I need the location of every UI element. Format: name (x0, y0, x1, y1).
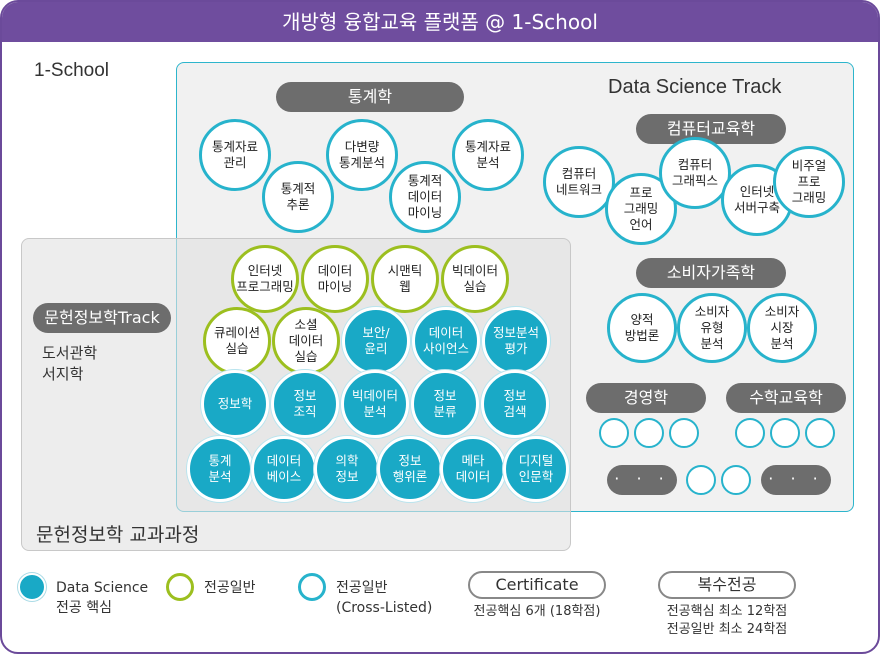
course-node[interactable]: 양적 방법론 (607, 293, 677, 363)
legend-cross-label: 전공일반 (Cross-Listed) (336, 580, 433, 616)
double-major-requirement: 전공핵심 최소 12학점 전공일반 최소 24학점 (666, 604, 788, 637)
course-node[interactable]: 통계자료 관리 (199, 119, 271, 191)
placeholder-node[interactable] (805, 418, 835, 448)
placeholder-node[interactable] (599, 418, 629, 448)
legend-major-swatch (166, 573, 194, 601)
course-node[interactable]: 빅데이터 실습 (441, 245, 509, 313)
course-node[interactable]: 정보 행위론 (377, 436, 443, 502)
course-node[interactable]: 통계 분석 (187, 436, 253, 502)
brand-label: 1-School (34, 60, 109, 81)
subject-library-science: 도서관학 (42, 344, 98, 362)
legend-cross-swatch (298, 573, 326, 601)
lis-track-pill[interactable]: 문헌정보학Track (33, 303, 171, 333)
course-node[interactable]: 소비자 시장 분석 (747, 293, 817, 363)
group-math-education[interactable]: 수학교육학 (726, 383, 846, 413)
certificate-badge[interactable]: Certificate (468, 571, 606, 599)
page-title: 개방형 융합교육 플랫폼 @ 1-School (2, 2, 878, 42)
course-node[interactable]: 정보 조직 (271, 370, 339, 438)
course-node[interactable]: 인터넷 프로그래밍 (231, 245, 299, 313)
data-science-track-title: Data Science Track (608, 76, 782, 98)
course-node[interactable]: 소셜 데이터 실습 (272, 307, 340, 375)
course-node[interactable]: 큐레이션 실습 (203, 307, 271, 375)
placeholder-node[interactable] (770, 418, 800, 448)
course-node[interactable]: 정보학 (201, 370, 269, 438)
course-node[interactable]: 보안/ 윤리 (342, 307, 410, 375)
legend-major-label: 전공일반 (204, 580, 256, 596)
course-node[interactable]: 컴퓨터 네트워크 (543, 146, 615, 218)
group-computer-education[interactable]: 컴퓨터교육학 (636, 114, 786, 144)
group-statistics[interactable]: 통계학 (276, 82, 464, 112)
lis-track-subjects: 도서관학 서지학 (42, 343, 97, 385)
course-node[interactable]: 통계자료 분석 (452, 119, 524, 191)
double-major-badge[interactable]: 복수전공 (658, 571, 796, 599)
course-node[interactable]: 데이터 사이언스 (412, 307, 480, 375)
course-node[interactable]: 비주얼 프로 그래밍 (773, 146, 845, 218)
placeholder-node[interactable] (686, 465, 716, 495)
course-node[interactable]: 정보 분류 (411, 370, 479, 438)
placeholder-node[interactable] (634, 418, 664, 448)
lis-curriculum-title: 문헌정보학 교과과정 (36, 524, 200, 546)
course-node[interactable]: 다변량 통계분석 (326, 119, 398, 191)
group-consumer-family[interactable]: 소비자가족학 (636, 258, 786, 288)
course-node[interactable]: 통계적 추론 (262, 161, 334, 233)
course-node[interactable]: 시맨틱 웹 (371, 245, 439, 313)
placeholder-node[interactable] (669, 418, 699, 448)
course-node[interactable]: 디지털 인문학 (503, 436, 569, 502)
subject-bibliography: 서지학 (42, 365, 84, 383)
course-node[interactable]: 의학 정보 (314, 436, 380, 502)
course-node[interactable]: 빅데이터 분석 (341, 370, 409, 438)
more-pill[interactable]: · · · (607, 465, 677, 495)
group-business[interactable]: 경영학 (586, 383, 706, 413)
legend-core-swatch (18, 573, 46, 601)
course-node[interactable]: 데이터 베이스 (251, 436, 317, 502)
legend-core-label: Data Science 전공 핵심 (56, 580, 149, 616)
course-node[interactable]: 컴퓨터 그래픽스 (659, 137, 731, 209)
more-pill[interactable]: · · · (761, 465, 831, 495)
course-node[interactable]: 메타 데이터 (440, 436, 506, 502)
course-node[interactable]: 통계적 데이터 마이닝 (389, 161, 461, 233)
placeholder-node[interactable] (721, 465, 751, 495)
placeholder-node[interactable] (735, 418, 765, 448)
course-node[interactable]: 정보분석 평가 (482, 307, 550, 375)
course-node[interactable]: 데이터 마이닝 (301, 245, 369, 313)
course-node[interactable]: 소비자 유형 분석 (677, 293, 747, 363)
certificate-requirement: 전공핵심 6개 (18학점) (473, 604, 601, 619)
course-node[interactable]: 정보 검색 (481, 370, 549, 438)
